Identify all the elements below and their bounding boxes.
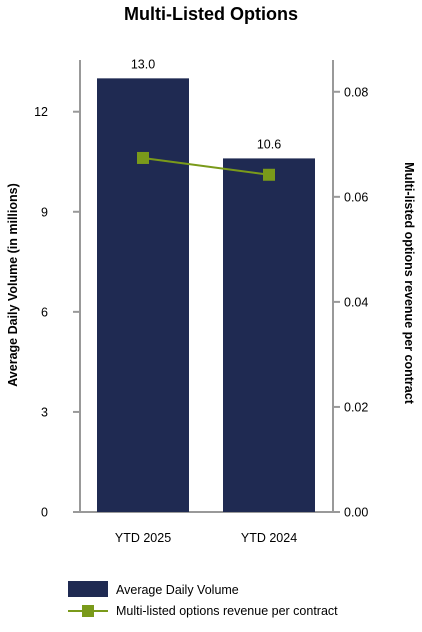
bar-labels: 13.0 10.6 bbox=[131, 57, 281, 151]
y2-axis-ticks: 0.00 0.02 0.04 0.06 0.08 bbox=[333, 85, 368, 520]
y-tick-label: 6 bbox=[41, 305, 48, 319]
y2-tick-label: 0.06 bbox=[344, 190, 368, 204]
bars bbox=[97, 78, 315, 512]
revenue-point bbox=[263, 168, 275, 181]
y-tick-label: 12 bbox=[34, 105, 48, 119]
y2-axis-label: Multi-listed options revenue per contrac… bbox=[402, 162, 416, 405]
bar bbox=[97, 78, 189, 512]
y2-tick-label: 0.04 bbox=[344, 295, 368, 309]
legend-label-bar: Average Daily Volume bbox=[116, 583, 239, 597]
line-series bbox=[137, 151, 275, 181]
revenue-point bbox=[137, 151, 149, 164]
x-tick-label: YTD 2025 bbox=[115, 531, 171, 545]
x-axis-ticks: YTD 2025 YTD 2024 bbox=[115, 531, 297, 545]
y2-tick-label: 0.08 bbox=[344, 85, 368, 99]
bar-data-label: 13.0 bbox=[131, 57, 155, 71]
legend: Average Daily Volume Multi-listed options… bbox=[68, 581, 338, 618]
y-tick-label: 0 bbox=[41, 506, 48, 520]
y2-tick-label: 0.02 bbox=[344, 400, 368, 414]
y2-tick-label: 0.00 bbox=[344, 506, 368, 520]
y-tick-label: 9 bbox=[41, 205, 48, 219]
legend-swatch-bar bbox=[68, 581, 108, 597]
y-axis-ticks: 0 3 6 9 12 bbox=[34, 105, 80, 520]
y-axis-label: Average Daily Volume (in millions) bbox=[6, 183, 20, 387]
revenue-line bbox=[142, 156, 270, 176]
legend-label-line: Multi-listed options revenue per contrac… bbox=[116, 604, 338, 618]
legend-swatch-marker bbox=[82, 605, 94, 617]
bar-data-label: 10.6 bbox=[257, 137, 281, 151]
chart-title: Multi-Listed Options bbox=[124, 4, 298, 24]
bar bbox=[223, 158, 315, 512]
y-tick-label: 3 bbox=[41, 405, 48, 419]
x-tick-label: YTD 2024 bbox=[241, 531, 297, 545]
